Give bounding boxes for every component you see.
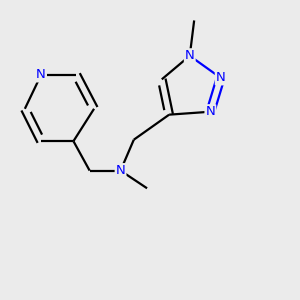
Text: N: N [36,68,46,81]
Text: N: N [216,71,226,84]
Text: N: N [206,105,215,118]
Text: N: N [185,49,195,62]
Text: N: N [116,164,125,177]
